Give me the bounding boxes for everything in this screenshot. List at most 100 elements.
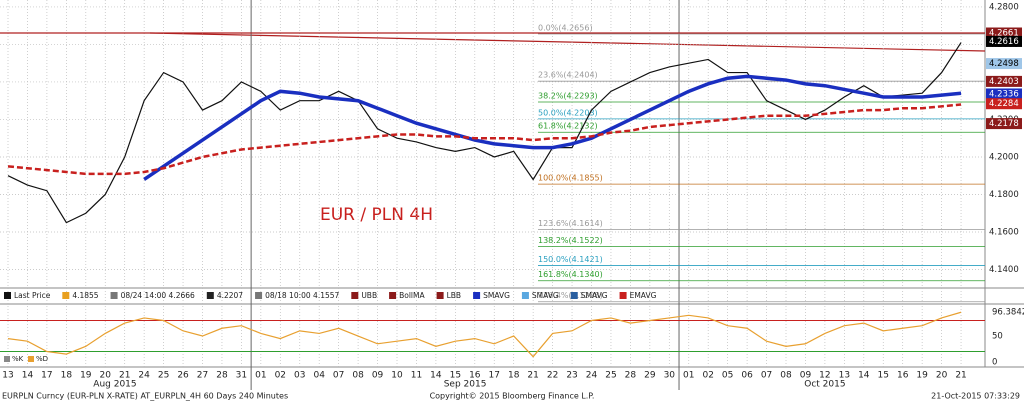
y-tick-label: 4.2800 xyxy=(989,2,1019,12)
fib-label: 23.6%(4.2404) xyxy=(538,71,598,80)
month-label: Sep 2015 xyxy=(444,380,487,390)
price-line xyxy=(7,42,962,224)
y-tick-label: 4.2000 xyxy=(989,152,1019,162)
price-tag-label: 4.2403 xyxy=(989,77,1019,87)
x-tick-label: 15 xyxy=(450,371,461,381)
legend-label: SMAVG xyxy=(483,291,510,300)
x-tick-label: 24 xyxy=(586,371,598,381)
fib-label: 176.4%(4.1228) xyxy=(538,291,603,300)
x-tick-label: 01 xyxy=(255,371,266,381)
price-tag-label: 4.2661 xyxy=(989,29,1019,39)
x-tick-label: 02 xyxy=(275,371,286,381)
x-tick-label: 06 xyxy=(741,371,753,381)
fib-label: 123.6%(4.1614) xyxy=(538,219,603,228)
x-tick-label: 19 xyxy=(80,371,92,381)
x-tick-label: 30 xyxy=(664,371,676,381)
price-tag-label: 4.2498 xyxy=(989,59,1019,69)
price-tag-label: 4.2284 xyxy=(989,99,1019,109)
x-tick-label: 01 xyxy=(683,371,694,381)
legend-label: 4.1855 xyxy=(72,291,98,300)
x-tick-label: 25 xyxy=(158,371,169,381)
x-tick-label: 14 xyxy=(858,371,870,381)
osc-legend-label: %D xyxy=(36,355,48,363)
legend-swatch xyxy=(4,292,11,299)
legend-swatch xyxy=(473,292,481,299)
fib-label: 0.0%(4.2656) xyxy=(538,23,593,32)
x-tick-label: 29 xyxy=(644,371,656,381)
legend-swatch xyxy=(570,292,578,299)
legend-swatch xyxy=(619,292,627,299)
legend-label: Last Price xyxy=(14,291,51,300)
price-tag xyxy=(986,27,1022,39)
x-tick-label: 20 xyxy=(936,371,948,381)
legend-swatch xyxy=(62,292,70,299)
price-tag xyxy=(986,75,1022,87)
x-tick-label: 26 xyxy=(177,371,189,381)
y-tick-label: 4.1800 xyxy=(989,190,1019,200)
osc-tick-label: 96.3842 xyxy=(992,308,1024,318)
legend-swatch xyxy=(521,292,529,299)
x-tick-label: 07 xyxy=(333,371,344,381)
fib-label: 138.2%(4.1522) xyxy=(538,236,603,245)
x-tick-label: 14 xyxy=(430,371,442,381)
x-tick-label: 19 xyxy=(916,371,928,381)
legend-swatch xyxy=(351,292,359,299)
price-tag xyxy=(986,88,1022,100)
fib-label: 100.0%(4.1855) xyxy=(538,174,603,183)
price-line xyxy=(143,74,962,181)
osc-legend-label: %K xyxy=(12,355,24,363)
fib-label: 50.0%(4.2203) xyxy=(538,108,598,117)
x-tick-label: 09 xyxy=(800,371,812,381)
x-tick-label: 12 xyxy=(819,371,830,381)
legend-label: 08/18 10:00 4.1557 xyxy=(265,291,339,300)
x-tick-label: 17 xyxy=(41,371,52,381)
legend-swatch xyxy=(255,292,263,299)
price-tag xyxy=(986,98,1022,110)
x-tick-label: 22 xyxy=(547,371,558,381)
price-tag xyxy=(986,35,1022,47)
x-tick-label: 15 xyxy=(878,371,889,381)
x-tick-label: 18 xyxy=(61,371,73,381)
x-tick-label: 27 xyxy=(197,371,208,381)
legend-swatch xyxy=(110,292,118,299)
fib-label: 161.8%(4.1340) xyxy=(538,270,603,279)
y-tick-label: 4.1400 xyxy=(989,265,1019,275)
month-label: Aug 2015 xyxy=(93,380,136,390)
x-tick-label: 18 xyxy=(508,371,520,381)
x-tick-label: 16 xyxy=(897,371,909,381)
price-tag-label: 4.2616 xyxy=(989,37,1019,47)
footer-center: Copyright© 2015 Bloomberg Finance L.P. xyxy=(430,392,595,401)
legend-label: UBB xyxy=(361,291,377,300)
x-tick-label: 17 xyxy=(489,371,500,381)
legend-label: EMAVG xyxy=(630,291,657,300)
x-tick-label: 02 xyxy=(702,371,713,381)
x-tick-label: 28 xyxy=(625,371,637,381)
fib-label: 38.2%(4.2293) xyxy=(538,92,598,101)
legend-label: SMAVG xyxy=(581,291,608,300)
osc-tick-label: 0 xyxy=(992,357,997,367)
price-tag-label: 4.2336 xyxy=(989,89,1019,99)
fib-label: 150.0%(4.1421) xyxy=(538,255,603,264)
x-tick-label: 24 xyxy=(138,371,150,381)
x-tick-label: 10 xyxy=(391,371,403,381)
y-tick-label: 4.1600 xyxy=(989,227,1019,237)
x-tick-label: 05 xyxy=(722,371,733,381)
x-tick-label: 21 xyxy=(955,371,966,381)
legend-swatch xyxy=(436,292,444,299)
x-tick-label: 08 xyxy=(352,371,364,381)
legend-swatch xyxy=(389,292,397,299)
legend-swatch xyxy=(4,356,10,362)
x-tick-label: 03 xyxy=(294,371,305,381)
osc-line xyxy=(7,311,962,358)
legend-swatch xyxy=(28,356,34,362)
x-tick-label: 08 xyxy=(780,371,792,381)
footer-right: 21-Oct-2015 07:33:29 xyxy=(931,392,1020,401)
price-line xyxy=(7,103,962,176)
footer-left: EURPLN Curncy (EUR-PLN X-RATE) AT_EURPLN… xyxy=(2,392,288,401)
x-tick-label: 13 xyxy=(839,371,850,381)
x-tick-label: 31 xyxy=(236,371,247,381)
x-tick-label: 20 xyxy=(100,371,112,381)
x-tick-label: 13 xyxy=(2,371,13,381)
